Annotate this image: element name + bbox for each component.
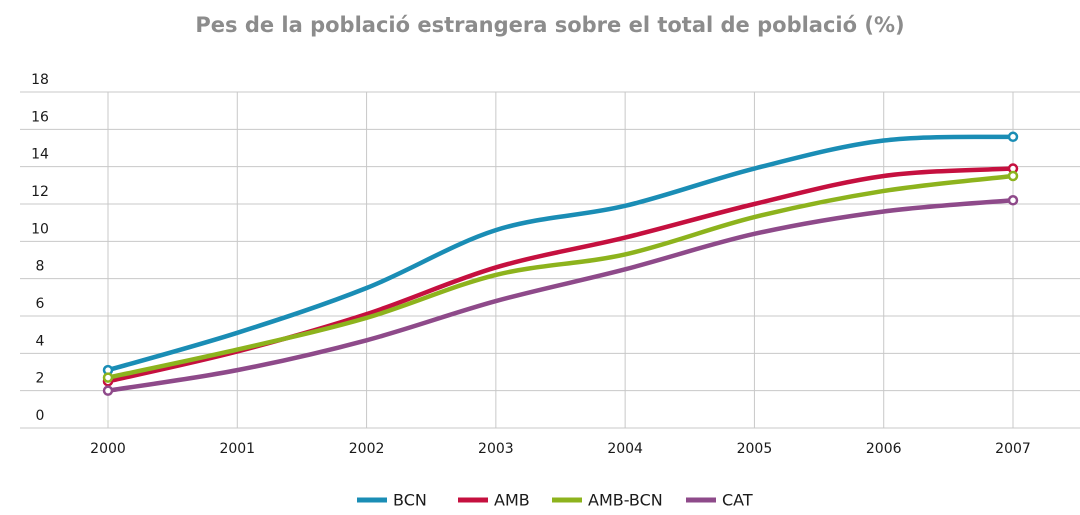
end-marker — [102, 372, 114, 383]
legend-label: CAT — [722, 491, 753, 510]
line — [107, 173, 1014, 380]
x-tick-label: 2000 — [90, 441, 126, 457]
end-marker — [102, 385, 114, 396]
legend-label: AMB-BCN — [588, 491, 663, 510]
x-tick-label: 2002 — [349, 441, 385, 457]
chart-title: Pes de la població estrangera sobre el t… — [195, 13, 904, 37]
end-marker — [1007, 131, 1019, 143]
line — [107, 134, 1014, 373]
y-tick-label: 14 — [31, 147, 49, 163]
y-tick-label: 18 — [31, 72, 49, 88]
x-tick-label: 2003 — [478, 441, 514, 457]
y-tick-label: 10 — [31, 221, 49, 237]
y-tick-label: 8 — [36, 259, 45, 275]
end-marker — [1007, 195, 1019, 206]
legend-label: BCN — [393, 491, 427, 510]
y-tick-label: 16 — [31, 109, 49, 125]
end-marker — [1007, 170, 1019, 182]
x-tick-label: 2006 — [866, 441, 902, 457]
x-tick-label: 2004 — [607, 441, 643, 457]
y-tick-label: 12 — [31, 184, 49, 200]
legend-label: AMB — [494, 491, 530, 510]
y-tick-label: 0 — [36, 408, 45, 424]
line — [107, 198, 1014, 393]
y-tick-label: 6 — [36, 296, 45, 312]
y-tick-label: 4 — [36, 333, 45, 349]
x-tick-label: 2007 — [995, 441, 1031, 457]
y-tick-label: 2 — [36, 371, 45, 387]
x-tick-label: 2001 — [219, 441, 255, 457]
x-tick-label: 2005 — [737, 441, 773, 457]
